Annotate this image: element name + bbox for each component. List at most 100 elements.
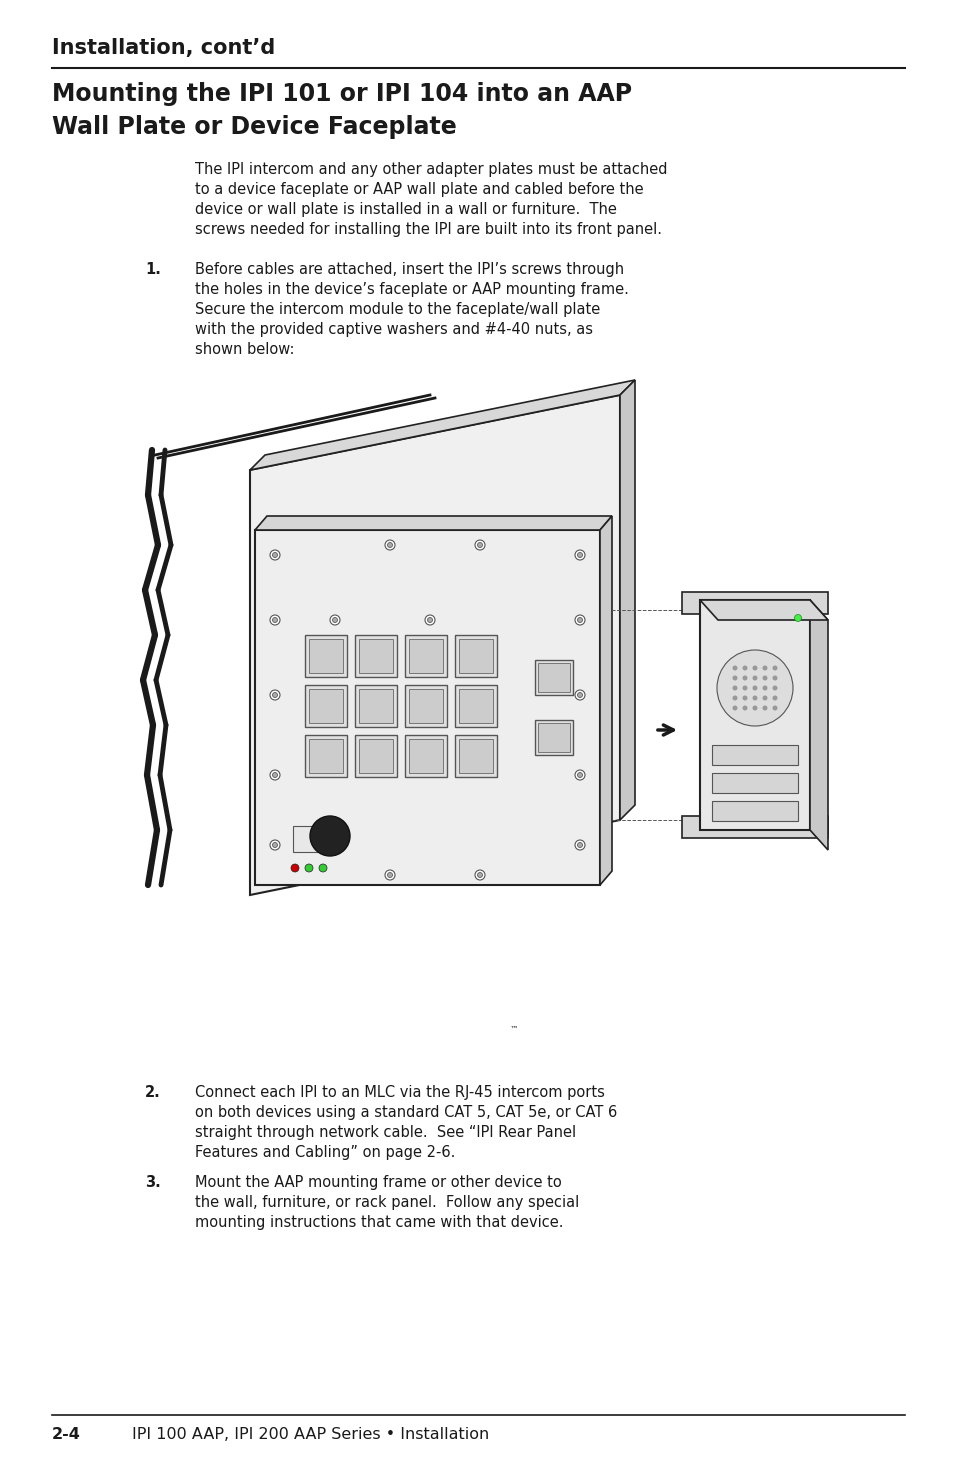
Polygon shape	[681, 591, 827, 614]
Text: the wall, furniture, or rack panel.  Follow any special: the wall, furniture, or rack panel. Foll…	[194, 1195, 578, 1209]
Circle shape	[577, 618, 582, 622]
Bar	[409, 739, 442, 773]
Text: Installation, cont’d: Installation, cont’d	[52, 38, 275, 58]
Bar	[409, 689, 442, 723]
Bar	[535, 720, 573, 755]
Circle shape	[273, 553, 277, 558]
Bar	[455, 636, 497, 677]
Circle shape	[424, 615, 435, 625]
Circle shape	[772, 696, 777, 701]
Bar	[535, 659, 573, 695]
Bar	[458, 639, 493, 673]
Circle shape	[475, 540, 484, 550]
Bar	[355, 636, 396, 677]
Bar	[458, 689, 493, 723]
Circle shape	[741, 676, 747, 680]
Polygon shape	[599, 516, 612, 885]
Polygon shape	[250, 381, 635, 471]
Text: shown below:: shown below:	[194, 342, 294, 357]
Bar	[355, 735, 396, 777]
Text: Mounting the IPI 101 or IPI 104 into an AAP: Mounting the IPI 101 or IPI 104 into an …	[52, 83, 632, 106]
Circle shape	[577, 842, 582, 848]
Circle shape	[761, 696, 767, 701]
Text: Secure the intercom module to the faceplate/wall plate: Secure the intercom module to the facepl…	[194, 302, 599, 317]
Bar	[455, 735, 497, 777]
Bar	[455, 684, 497, 727]
Text: ™: ™	[510, 1025, 517, 1034]
Circle shape	[772, 686, 777, 690]
Circle shape	[772, 705, 777, 711]
Circle shape	[575, 550, 584, 560]
Circle shape	[752, 665, 757, 671]
Bar	[405, 735, 447, 777]
Circle shape	[273, 618, 277, 622]
Circle shape	[732, 686, 737, 690]
Circle shape	[741, 696, 747, 701]
Circle shape	[427, 618, 432, 622]
Polygon shape	[250, 395, 619, 895]
Circle shape	[270, 690, 280, 701]
Bar	[309, 739, 343, 773]
Circle shape	[752, 676, 757, 680]
Text: 3.: 3.	[145, 1176, 161, 1190]
Circle shape	[577, 692, 582, 698]
Bar	[305, 636, 347, 677]
Circle shape	[318, 864, 327, 872]
Circle shape	[270, 839, 280, 850]
Polygon shape	[700, 600, 827, 620]
Bar	[293, 826, 320, 853]
Circle shape	[577, 553, 582, 558]
Circle shape	[477, 543, 482, 547]
Circle shape	[475, 870, 484, 881]
Text: screws needed for installing the IPI are built into its front panel.: screws needed for installing the IPI are…	[194, 223, 661, 237]
Bar	[537, 723, 569, 752]
Circle shape	[387, 543, 392, 547]
Circle shape	[732, 676, 737, 680]
Circle shape	[385, 870, 395, 881]
Text: Before cables are attached, insert the IPI’s screws through: Before cables are attached, insert the I…	[194, 263, 623, 277]
Circle shape	[772, 676, 777, 680]
Polygon shape	[254, 530, 599, 885]
Circle shape	[741, 665, 747, 671]
Circle shape	[794, 615, 801, 621]
Circle shape	[575, 839, 584, 850]
Bar	[355, 684, 396, 727]
Bar	[711, 773, 797, 794]
Bar	[358, 689, 393, 723]
Polygon shape	[681, 816, 827, 838]
Circle shape	[270, 770, 280, 780]
Circle shape	[717, 650, 792, 726]
Bar	[309, 639, 343, 673]
Polygon shape	[700, 600, 809, 830]
Circle shape	[577, 773, 582, 777]
Circle shape	[772, 665, 777, 671]
Circle shape	[273, 842, 277, 848]
Text: Wall Plate or Device Faceplate: Wall Plate or Device Faceplate	[52, 115, 456, 139]
Bar	[711, 745, 797, 766]
Circle shape	[270, 615, 280, 625]
Circle shape	[333, 618, 337, 622]
Text: Mount the AAP mounting frame or other device to: Mount the AAP mounting frame or other de…	[194, 1176, 561, 1190]
Text: the holes in the device’s faceplate or AAP mounting frame.: the holes in the device’s faceplate or A…	[194, 282, 628, 296]
Circle shape	[385, 540, 395, 550]
Text: to a device faceplate or AAP wall plate and cabled before the: to a device faceplate or AAP wall plate …	[194, 181, 643, 198]
Polygon shape	[619, 381, 635, 820]
Bar	[537, 662, 569, 692]
Text: Connect each IPI to an MLC via the RJ-45 intercom ports: Connect each IPI to an MLC via the RJ-45…	[194, 1086, 604, 1100]
Text: mounting instructions that came with that device.: mounting instructions that came with tha…	[194, 1215, 563, 1230]
Circle shape	[575, 615, 584, 625]
Circle shape	[273, 692, 277, 698]
Text: 2.: 2.	[145, 1086, 161, 1100]
Bar	[358, 739, 393, 773]
Circle shape	[387, 873, 392, 878]
Circle shape	[741, 686, 747, 690]
Bar	[309, 689, 343, 723]
Bar	[409, 639, 442, 673]
Text: The IPI intercom and any other adapter plates must be attached: The IPI intercom and any other adapter p…	[194, 162, 667, 177]
Circle shape	[330, 615, 339, 625]
Circle shape	[761, 665, 767, 671]
Bar	[358, 639, 393, 673]
Circle shape	[741, 705, 747, 711]
Circle shape	[305, 864, 313, 872]
Circle shape	[575, 770, 584, 780]
